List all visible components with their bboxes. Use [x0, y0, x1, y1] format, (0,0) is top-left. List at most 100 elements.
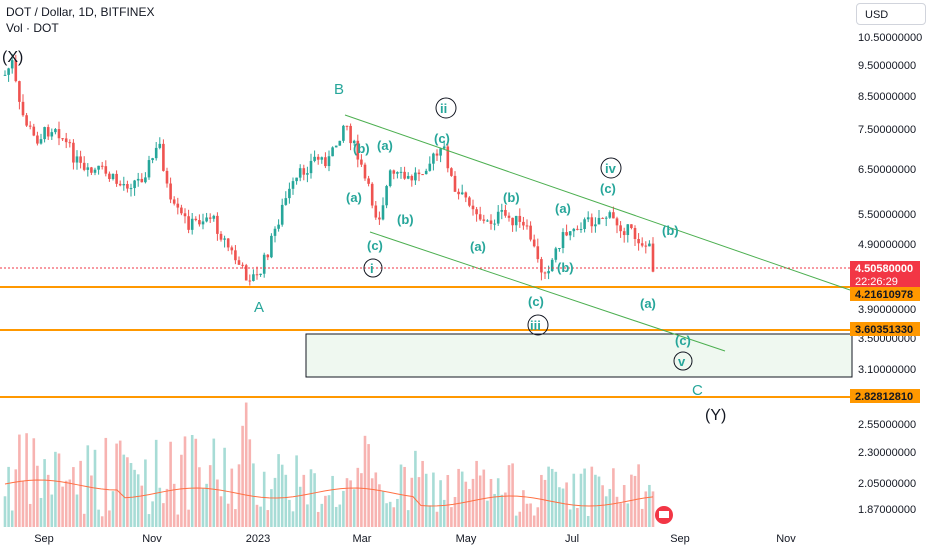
wave-b-major: B — [334, 81, 344, 98]
volume-bar — [288, 499, 291, 527]
volume-bar — [579, 473, 583, 527]
volume-bar — [464, 481, 468, 527]
volume-bar — [298, 486, 302, 527]
candle-body — [140, 178, 144, 183]
price-tag — [850, 261, 920, 289]
volume-bar — [457, 468, 460, 527]
volume-bar — [342, 490, 345, 527]
candle-body — [75, 156, 79, 163]
volume-bar — [126, 457, 129, 527]
candle-body — [424, 170, 428, 175]
candle-body — [586, 217, 590, 220]
volume-bar — [640, 508, 644, 527]
volume-bar — [198, 467, 201, 527]
volume-ma-line — [4, 479, 654, 507]
volume-bar — [309, 469, 313, 527]
candle-body — [450, 168, 453, 176]
volume-bar — [478, 475, 482, 527]
price-tick: 1.87000000 — [858, 504, 916, 516]
candle-body — [79, 156, 82, 163]
volume-bar — [234, 509, 237, 527]
candle-body — [90, 167, 93, 173]
volume-bar — [147, 514, 151, 527]
candle-body — [14, 60, 18, 82]
volume-bar — [381, 491, 385, 527]
wave-iv: iv — [605, 161, 617, 176]
volume-bar — [100, 516, 104, 527]
candle-body — [525, 225, 529, 227]
volume-bar — [111, 491, 115, 527]
candle-body — [316, 156, 320, 160]
volume-bar — [406, 510, 410, 527]
candle-body — [410, 176, 414, 181]
volume-bar — [7, 466, 10, 527]
volume-bar — [46, 474, 50, 527]
volume-bar — [597, 476, 601, 527]
volume-bar — [432, 472, 435, 527]
candle-body — [518, 215, 522, 222]
volume-bar — [244, 402, 248, 527]
volume-bar — [43, 459, 46, 527]
candle-body — [97, 165, 100, 170]
price-tick: 4.90000000 — [858, 239, 916, 251]
price-tag-value: 3.60351330 — [855, 324, 913, 336]
candle-body — [172, 199, 176, 204]
candle-body — [111, 173, 115, 179]
volume-bar — [320, 503, 324, 527]
candle-body — [46, 127, 50, 137]
volume-bar — [183, 436, 187, 527]
wave-c5: (c) — [675, 333, 691, 348]
price-tag-value: 4.50580000 — [855, 263, 913, 275]
candle-body — [435, 153, 439, 156]
volume-bar — [216, 479, 219, 527]
price-tick: 9.50000000 — [858, 60, 916, 72]
candle-body — [288, 188, 291, 199]
volume-bar — [252, 463, 255, 527]
price-tag — [850, 287, 920, 301]
candle-body — [536, 246, 540, 260]
volume-bar — [154, 439, 158, 527]
price-tag — [850, 389, 920, 403]
candle-body — [601, 217, 604, 219]
volume-bar — [403, 466, 406, 527]
volume-bar — [291, 511, 295, 527]
price-tick: 6.50000000 — [858, 164, 916, 176]
candle-body — [406, 176, 410, 179]
candle-body — [532, 239, 536, 247]
volume-bar — [410, 477, 414, 527]
candle-body — [187, 216, 190, 230]
volume-bar — [108, 510, 111, 527]
price-tick: 3.10000000 — [858, 364, 916, 376]
candle-body — [644, 245, 648, 247]
candle-body — [428, 163, 432, 171]
candle-body — [489, 220, 493, 224]
volume-bar — [345, 478, 349, 527]
volume-bar — [266, 510, 270, 527]
volume-bar — [370, 478, 374, 527]
candle-body — [176, 203, 180, 208]
volume-bar — [460, 471, 464, 527]
candle-body — [104, 166, 108, 174]
volume-bar — [129, 463, 133, 527]
candle-body — [464, 192, 468, 198]
candle-body — [651, 243, 655, 272]
candle-body — [43, 127, 46, 140]
currency-button[interactable]: USD — [856, 3, 926, 25]
candle-body — [108, 173, 111, 179]
volume-bar — [554, 471, 558, 527]
volume-bar — [493, 493, 496, 527]
volume-bar — [248, 439, 252, 527]
candle-body — [136, 178, 140, 181]
volume-bar — [522, 490, 525, 527]
price-tick: 2.30000000 — [858, 447, 916, 459]
volume-bar — [104, 437, 108, 527]
wave-b4: (b) — [557, 260, 574, 275]
candle-body — [637, 238, 640, 244]
price-tick: 3.90000000 — [858, 304, 916, 316]
candle-body — [604, 217, 608, 219]
candle-body — [280, 204, 284, 225]
candle-body — [576, 228, 579, 230]
candle-body — [460, 192, 464, 195]
volume-bar — [421, 460, 424, 527]
